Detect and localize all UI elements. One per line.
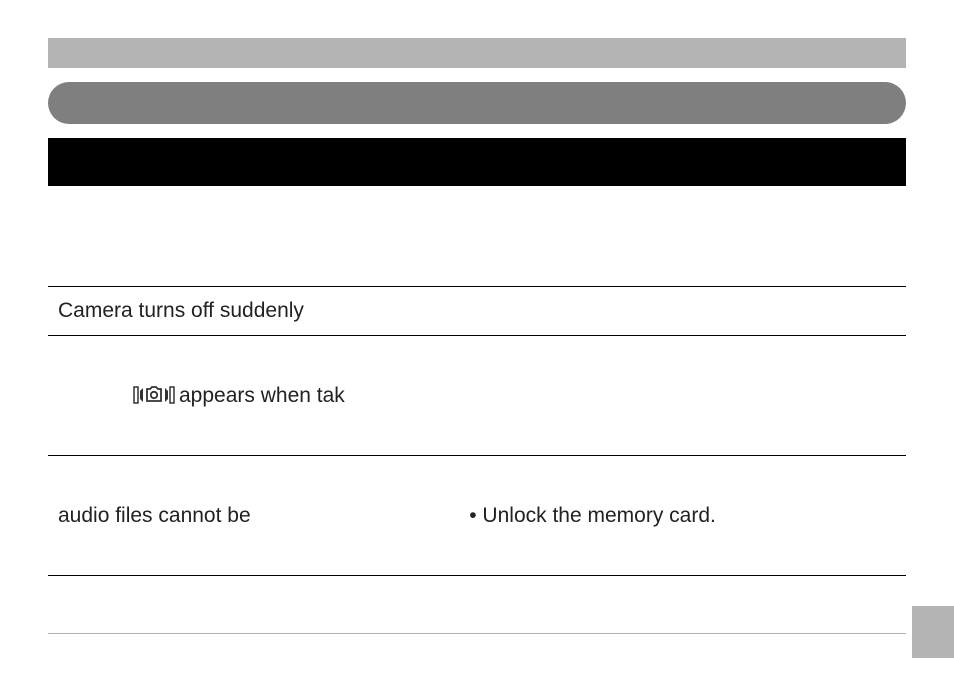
- problem-cell: appears when tak: [48, 336, 451, 455]
- solution-text: • Unlock the memory card.: [469, 502, 906, 529]
- solution-cell: • Unlock the memory card.: [451, 456, 906, 575]
- table-row: appears when tak: [48, 336, 906, 456]
- section-pill-bar: [48, 82, 906, 124]
- troubleshooting-table: Camera turns off suddenly: [48, 286, 906, 576]
- shake-warning-line: appears when tak: [133, 382, 451, 409]
- problem-cell: audio files cannot be: [48, 456, 451, 575]
- problem-text: appears when tak: [179, 382, 345, 409]
- table-row: audio files cannot be • Unlock the memor…: [48, 456, 906, 576]
- solution-cell: [451, 287, 906, 335]
- header-gray-bar: [48, 38, 906, 68]
- solution-cell: [451, 336, 906, 455]
- camera-shake-icon: [133, 383, 175, 407]
- page: Camera turns off suddenly: [0, 0, 954, 694]
- problem-text: audio files cannot be: [58, 502, 451, 529]
- subsection-black-bar: [48, 138, 906, 186]
- page-number-tab: [912, 606, 954, 658]
- footer-rule: [48, 633, 906, 634]
- problem-cell: Camera turns off suddenly: [48, 287, 451, 335]
- problem-text: Camera turns off suddenly: [58, 297, 451, 324]
- table-row: Camera turns off suddenly: [48, 286, 906, 336]
